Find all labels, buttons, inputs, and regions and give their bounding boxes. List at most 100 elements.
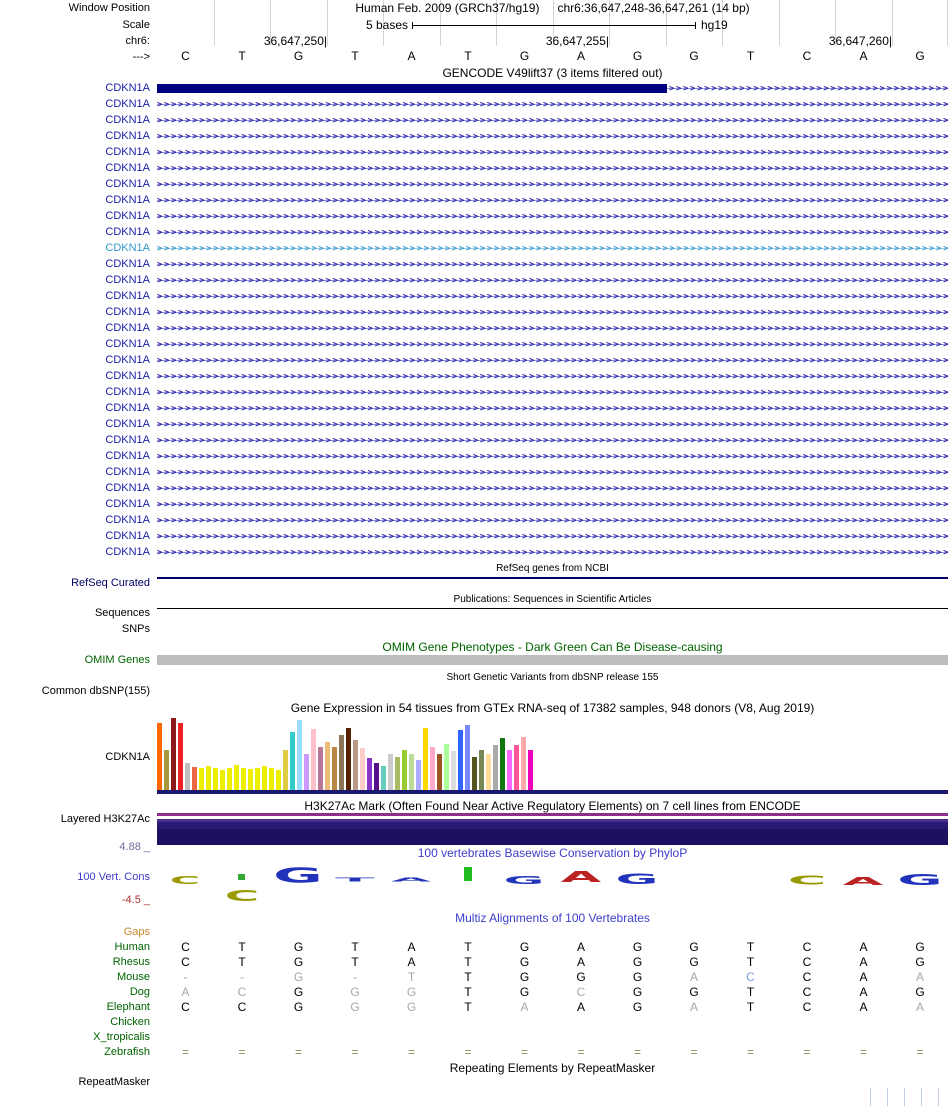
gene-label[interactable]: CDKN1A (105, 194, 150, 206)
gene-row[interactable]: >>>>>>>>>>>>>>>>>>>>>>>>>>>>>>>>>>>>>>>>… (157, 145, 948, 161)
gene-row[interactable]: >>>>>>>>>>>>>>>>>>>>>>>>>>>>>>>>>>>>>>>>… (157, 353, 948, 369)
gene-label[interactable]: CDKN1A (105, 98, 150, 110)
snps-label[interactable]: SNPs (121, 623, 150, 635)
gene-label[interactable]: CDKN1A (105, 242, 150, 254)
species-label[interactable]: Zebrafish (104, 1046, 150, 1058)
gene-label[interactable]: CDKN1A (105, 178, 150, 190)
gene-label[interactable]: CDKN1A (105, 466, 150, 478)
gene-label[interactable]: CDKN1A (105, 498, 150, 510)
gene-row[interactable]: >>>>>>>>>>>>>>>>>>>>>>>>>>>>>>>>>>>>>>>>… (157, 401, 948, 417)
gtex-tissue-bar[interactable] (479, 750, 484, 790)
gene-row[interactable]: >>>>>>>>>>>>>>>>>>>>>>>>>>>>>>>>>>>>>>>>… (157, 545, 948, 561)
gene-row[interactable]: >>>>>>>>>>>>>>>>>>>>>>>>>>>>>>>>>>>>>>>>… (157, 97, 948, 113)
gene-row[interactable]: >>>>>>>>>>>>>>>>>>>>>>>>>>>>>>>>>>>>>>>>… (157, 177, 948, 193)
gene-label[interactable]: CDKN1A (105, 514, 150, 526)
gtex-tissue-bar[interactable] (255, 768, 260, 790)
phylop-label[interactable]: 100 Vert. Cons (77, 871, 150, 883)
gtex-tissue-bar[interactable] (402, 750, 407, 790)
gene-row[interactable]: >>>>>>>>>>>>>>>>>>>>>>>>>>>>>>>>>>>>>>>>… (157, 465, 948, 481)
gtex-tissue-bar[interactable] (451, 751, 456, 790)
gene-label[interactable]: CDKN1A (105, 546, 150, 558)
dbsnp-label[interactable]: Common dbSNP(155) (41, 685, 150, 697)
gene-label[interactable]: CDKN1A (105, 370, 150, 382)
gene-label[interactable]: CDKN1A (105, 210, 150, 222)
gtex-tissue-bar[interactable] (367, 758, 372, 790)
publications-line[interactable] (157, 608, 948, 609)
gene-row[interactable]: >>>>>>>>>>>>>>>>>>>>>>>>>>>>>>>>>>>>>>>>… (157, 497, 948, 513)
gtex-tissue-bar[interactable] (437, 754, 442, 790)
species-label[interactable]: Dog (129, 986, 150, 998)
gtex-tissue-bar[interactable] (472, 757, 477, 790)
h3k27ac-signal-line[interactable] (157, 813, 948, 816)
gene-row[interactable]: >>>>>>>>>>>>>>>>>>>>>>>>>>>>>>>>>>>>>>>>… (157, 433, 948, 449)
gtex-tissue-bar[interactable] (297, 720, 302, 790)
gene-label[interactable]: CDKN1A (105, 354, 150, 366)
gene-row[interactable]: >>>>>>>>>>>>>>>>>>>>>>>>>>>>>>>>>>>>>>>>… (157, 321, 948, 337)
gene-label[interactable]: CDKN1A (105, 146, 150, 158)
gene-label[interactable]: CDKN1A (105, 386, 150, 398)
gene-row[interactable]: >>>>>>>>>>>>>>>>>>>>>>>>>>>>>>>>>>>>>>>>… (157, 385, 948, 401)
gtex-tissue-bar[interactable] (507, 750, 512, 790)
gtex-tissue-bar[interactable] (283, 750, 288, 790)
gtex-tissue-bar[interactable] (206, 766, 211, 790)
h3k27ac-label[interactable]: Layered H3K27Ac (60, 813, 150, 825)
gene-row[interactable]: >>>>>>>>>>>>>>>>>>>>>>>>>>>>>>>>>>>>>>>>… (157, 337, 948, 353)
gtex-tissue-bar[interactable] (381, 766, 386, 790)
h3k27ac-signal-block[interactable] (157, 819, 948, 845)
refseq-gene-line[interactable] (157, 577, 948, 579)
repeatmasker-label[interactable]: RepeatMasker (78, 1076, 150, 1088)
gtex-tissue-bar[interactable] (423, 728, 428, 790)
gene-label[interactable]: CDKN1A (105, 306, 150, 318)
gtex-tissue-bar[interactable] (171, 718, 176, 790)
gene-row[interactable]: >>>>>>>>>>>>>>>>>>>>>>>>>>>>>>>>>>>>>>>>… (157, 513, 948, 529)
gene-label[interactable]: CDKN1A (105, 322, 150, 334)
gene-row[interactable]: >>>>>>>>>>>>>>>>>>>>>>>>>>>>>>>>>>>>>>>>… (157, 289, 948, 305)
gtex-tissue-bar[interactable] (318, 747, 323, 790)
gtex-tissue-bar[interactable] (199, 768, 204, 790)
gtex-tissue-bar[interactable] (304, 754, 309, 790)
gtex-tissue-bar[interactable] (360, 748, 365, 790)
gtex-tissue-bar[interactable] (353, 740, 358, 790)
species-label[interactable]: Human (114, 941, 150, 953)
gtex-tissue-bar[interactable] (465, 725, 470, 790)
gene-label[interactable]: CDKN1A (105, 450, 150, 462)
gtex-tissue-bar[interactable] (157, 723, 162, 790)
gtex-tissue-bar[interactable] (213, 768, 218, 790)
gtex-tissue-bar[interactable] (493, 745, 498, 790)
gtex-tissue-bar[interactable] (164, 750, 169, 790)
gtex-tissue-bar[interactable] (332, 747, 337, 790)
gene-label[interactable]: CDKN1A (105, 418, 150, 430)
gtex-tissue-bar[interactable] (395, 757, 400, 790)
gtex-tissue-bar[interactable] (521, 737, 526, 790)
gtex-tissue-bar[interactable] (500, 738, 505, 790)
gene-label[interactable]: CDKN1A (105, 274, 150, 286)
gene-row[interactable]: >>>>>>>>>>>>>>>>>>>>>>>>>>>>>>>>>>>>>>>>… (157, 257, 948, 273)
gene-row[interactable]: >>>>>>>>>>>>>>>>>>>>>>>>>>>>>>>>>>>>>>>>… (157, 417, 948, 433)
gene-row[interactable]: >>>>>>>>>>>>>>>>>>>>>>>>>>>>>>>>>>>>>>>>… (157, 369, 948, 385)
gene-row[interactable]: >>>>>>>>>>>>>>>>>>>>>>>>>>>>>>>>>>>>>>>>… (157, 481, 948, 497)
gtex-tissue-bar[interactable] (514, 745, 519, 790)
gene-row[interactable]: >>>>>>>>>>>>>>>>>>>>>>>>>>>>>>>>>>>>>>>>… (157, 209, 948, 225)
gtex-tissue-bar[interactable] (416, 760, 421, 790)
gene-label[interactable]: CDKN1A (105, 130, 150, 142)
gtex-tissue-bar[interactable] (241, 768, 246, 790)
gtex-tissue-bar[interactable] (409, 754, 414, 790)
species-label[interactable]: X_tropicalis (93, 1031, 150, 1043)
gtex-tissue-bar[interactable] (486, 754, 491, 790)
gene-label[interactable]: CDKN1A (105, 482, 150, 494)
gtex-tissue-bar[interactable] (276, 770, 281, 790)
omim-gene-bar[interactable] (157, 655, 948, 665)
gene-label[interactable]: CDKN1A (105, 114, 150, 126)
omim-genes-label[interactable]: OMIM Genes (84, 654, 150, 666)
gene-row[interactable]: >>>>>>>>>>>>>>>>>>>>>>>>>>>>>>>>>>>>>>>>… (157, 113, 948, 129)
gene-row[interactable]: >>>>>>>>>>>>>>>>>>>>>>>>>>>>>>>>>>>>>>>>… (157, 449, 948, 465)
species-label[interactable]: Elephant (106, 1001, 150, 1013)
gene-label[interactable]: CDKN1A (105, 402, 150, 414)
species-label[interactable]: Rhesus (112, 956, 150, 968)
gtex-tissue-bar[interactable] (269, 768, 274, 790)
gtex-tissue-bar[interactable] (325, 742, 330, 790)
gtex-tissue-bar[interactable] (178, 723, 183, 790)
gene-label[interactable]: CDKN1A (105, 338, 150, 350)
gene-row[interactable]: >>>>>>>>>>>>>>>>>>>>>>>>>>>>>>>>>>>>>>>>… (157, 129, 948, 145)
gtex-tissue-bar[interactable] (290, 732, 295, 790)
